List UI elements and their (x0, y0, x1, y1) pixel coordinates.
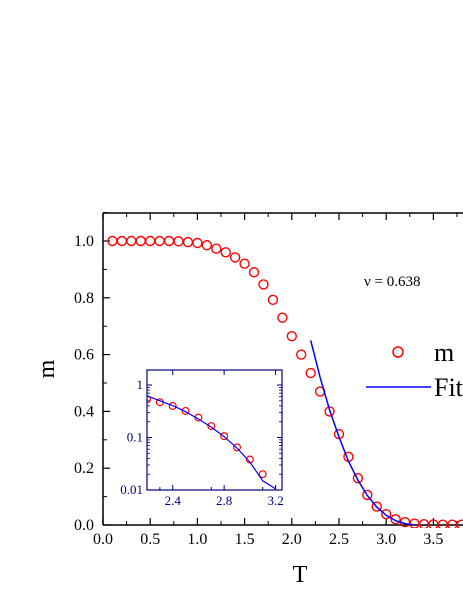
data-point-m (116, 235, 128, 247)
data-point-m (126, 235, 137, 247)
y-tick-label: 0.4 (74, 403, 94, 420)
legend-fit-label: Fit (434, 373, 463, 402)
nu-annotation: ν = 0.638 (364, 274, 421, 290)
fit-line (309, 340, 415, 526)
y-tick-label: 0.0 (74, 517, 94, 534)
y-tick-label: 0.2 (74, 460, 94, 477)
data-point-m (258, 279, 269, 290)
y-tick-label: 0.8 (74, 290, 94, 307)
main-plot-area (107, 235, 463, 528)
inset-x-tick-label: 2.4 (165, 493, 182, 508)
data-point-m (192, 237, 203, 249)
data-point-m (362, 489, 373, 501)
main-plot-frame (102, 212, 463, 526)
y-axis-title: m (34, 359, 60, 378)
data-point-m (409, 518, 420, 528)
inset-plot-area (147, 395, 276, 490)
data-point-m (381, 509, 392, 520)
inset-data-point (233, 443, 242, 452)
data-point-m (286, 330, 297, 342)
inset-y-tick-label: 0.1 (127, 430, 143, 445)
inset-data-point (207, 422, 216, 431)
data-point-m (305, 367, 316, 379)
inset-data-point (147, 395, 151, 404)
data-point-m (135, 235, 146, 247)
x-tick-label: 0.0 (93, 531, 113, 548)
x-tick-label: 2.0 (282, 531, 302, 548)
data-point-m (267, 294, 279, 305)
inset-x-tick-label: 3.2 (267, 493, 283, 508)
data-point-m (352, 472, 364, 484)
data-point-m (248, 267, 260, 278)
data-point-m (182, 236, 194, 248)
inset-fit-line (147, 395, 276, 490)
inset-x-tick-label: 2.8 (216, 493, 232, 508)
data-point-m (239, 258, 250, 269)
legend-m-marker (392, 346, 404, 358)
data-point-m (277, 312, 288, 323)
data-point-m (173, 236, 184, 247)
legend-m-label: m (434, 338, 454, 367)
x-tick-label: 1.5 (235, 531, 255, 548)
x-tick-label: 3.0 (376, 531, 396, 548)
data-point-m (324, 406, 335, 417)
data-point-m (211, 243, 222, 254)
y-tick-label: 0.6 (74, 347, 94, 364)
y-tick-labels: 0.0 0.2 0.4 0.6 0.8 1.0 (74, 233, 94, 534)
main-axis-ticks (102, 212, 458, 526)
inset-data-point (258, 470, 267, 479)
data-point-m (390, 514, 401, 525)
x-tick-label: 3.5 (423, 531, 443, 548)
inset-y-tick-labels: 0.01 0.1 1 (120, 377, 143, 497)
inset-data-point (168, 401, 177, 410)
inset-y-tick-label: 1 (137, 377, 144, 392)
data-point-m (220, 247, 231, 258)
data-point-m (201, 240, 213, 251)
legend: m Fit (366, 338, 463, 402)
inset-data-point (220, 432, 229, 441)
x-tick-label: 0.5 (140, 531, 160, 548)
inset-x-tick-labels: 2.4 2.8 3.2 (165, 493, 284, 508)
x-tick-labels: 0.0 0.5 1.0 1.5 2.0 2.5 3.0 3.5 (93, 531, 443, 548)
inset-data-point (181, 406, 190, 415)
x-tick-label: 2.5 (329, 531, 349, 548)
x-axis-title: T (293, 562, 308, 588)
data-point-m (371, 501, 382, 512)
data-point-m (418, 518, 430, 528)
data-point-m (296, 349, 307, 360)
inset-y-tick-label: 0.01 (120, 482, 143, 497)
y-tick-label: 1.0 (74, 233, 94, 250)
data-point-m (144, 235, 156, 247)
data-point-m (229, 252, 241, 263)
data-point-m (163, 235, 175, 247)
x-tick-label: 1.0 (187, 531, 207, 548)
data-point-m (456, 519, 463, 528)
data-point-m (154, 235, 165, 247)
